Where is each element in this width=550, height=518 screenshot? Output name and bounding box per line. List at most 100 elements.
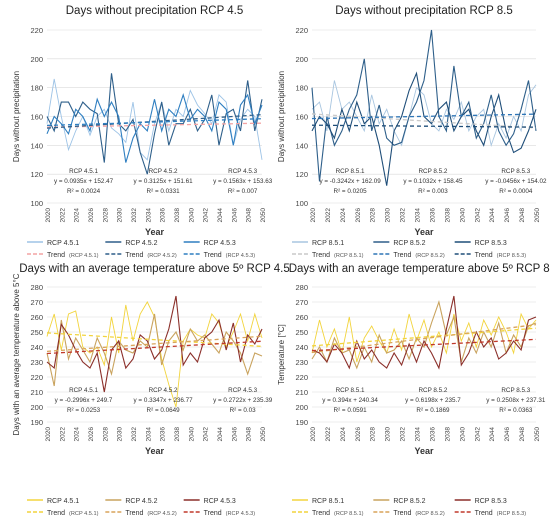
x-tick-label: 2024 [74, 208, 81, 223]
y-tick-label: 240 [30, 343, 43, 352]
x-tick-label: 2026 [355, 427, 362, 442]
legend-item: Trend [393, 510, 411, 517]
annotation-equation: y = -0.0456x + 154.02 [485, 178, 547, 185]
y-tick-label: 270 [295, 298, 308, 307]
x-tick-label: 2020 [45, 208, 52, 223]
annotation-label: RCP 8.5.3 [501, 168, 530, 175]
legend-item-tag: (RCP 4.5.3) [226, 253, 256, 259]
legend-item: Trend [312, 510, 330, 517]
y-tick-label: 200 [295, 403, 308, 412]
x-tick-label: 2050 [260, 208, 267, 223]
x-tick-label: 2046 [231, 208, 238, 223]
y-tick-label: 250 [295, 328, 308, 337]
y-tick-label: 210 [295, 388, 308, 397]
y-tick-label: 190 [30, 418, 43, 427]
annotation-r2: R² = 0.0004 [499, 188, 533, 195]
x-tick-label: 2028 [102, 208, 109, 223]
series-line-rcp-8-5-2 [311, 300, 537, 370]
annotation-equation: y = -0.3242x + 162.09 [319, 178, 381, 185]
x-tick-label: 2034 [415, 208, 422, 223]
y-tick-label: 280 [295, 283, 308, 292]
y-tick-label: 260 [30, 313, 43, 322]
chart-title: Days with an average temperature above 5… [19, 263, 290, 275]
series-line-rcp-4-5-2 [46, 313, 263, 387]
x-tick-label: 2036 [429, 427, 436, 442]
x-tick-label: 2024 [74, 427, 81, 442]
legend-item-tag: (RCP 8.5.3) [497, 253, 527, 259]
x-tick-label: 2040 [459, 208, 466, 223]
y-tick-label: 270 [30, 298, 43, 307]
x-tick-label: 2022 [59, 427, 66, 442]
x-tick-label: 2050 [534, 208, 541, 223]
x-tick-label: 2044 [489, 208, 496, 223]
series-line-rcp-4-5-3 [46, 295, 263, 393]
legend-item: RCP 4.5.2 [125, 240, 157, 247]
annotation-r2: R² = 0.0253 [67, 407, 101, 414]
x-tick-label: 2020 [45, 427, 52, 442]
chart-panel-2: Days without precipitation RCP 8.5 100 120… [277, 5, 547, 259]
y-tick-label: 160 [295, 113, 308, 122]
legend: RCP 8.5.1 RCP 8.5.2 RCP 8.5.3 Trend (RCP 8.5… [292, 240, 526, 259]
annotation-label: RCP 8.5.3 [501, 387, 530, 394]
x-tick-label: 2026 [88, 208, 95, 223]
x-tick-label: 2040 [459, 427, 466, 442]
trend-annotation: RCP 4.5.1 y = 0.0935x + 152.47 R² = 0.0024 [54, 168, 114, 195]
annotation-r2: R² = 0.003 [418, 188, 448, 195]
annotation-equation: y = 0.2508x + 237.31 [486, 397, 546, 404]
series-line-rcp-8-5-2 [311, 29, 537, 182]
legend-item: RCP 4.5.3 [204, 498, 236, 505]
chart-panel-1: Days without precipitation RCP 4.5 100 120… [12, 5, 273, 259]
x-tick-label: 2050 [534, 427, 541, 442]
x-tick-label: 2020 [310, 427, 317, 442]
x-tick-label: 2026 [88, 427, 95, 442]
x-tick-label: 2024 [340, 208, 347, 223]
annotation-label: RCP 4.5.3 [228, 387, 257, 394]
x-tick-label: 2044 [217, 208, 224, 223]
trend-line [46, 113, 263, 129]
y-tick-label: 200 [295, 55, 308, 64]
x-tick-label: 2046 [504, 208, 511, 223]
trend-line [46, 335, 263, 352]
x-tick-label: 2028 [370, 427, 377, 442]
annotation-label: RCP 4.5.3 [228, 168, 257, 175]
x-tick-label: 2030 [385, 427, 392, 442]
legend: RCP 4.5.1 RCP 4.5.2 RCP 4.5.3 Trend (RCP 4.5… [27, 498, 255, 517]
y-tick-label: 180 [295, 84, 308, 93]
legend-item: RCP 8.5.1 [312, 240, 344, 247]
legend-item: RCP 4.5.3 [204, 240, 236, 247]
y-tick-label: 140 [30, 141, 43, 150]
legend-item: Trend [47, 510, 65, 517]
y-tick-label: 160 [30, 113, 43, 122]
y-tick-label: 220 [30, 26, 43, 35]
y-tick-label: 220 [295, 373, 308, 382]
y-axis-label: Days without precipitation [12, 71, 21, 162]
x-tick-label: 2038 [174, 208, 181, 223]
x-tick-label: 2028 [370, 208, 377, 223]
legend-item: RCP 8.5.1 [312, 498, 344, 505]
x-tick-label: 2032 [131, 208, 138, 223]
trend-annotation: RCP 4.5.2 y = 0.3347x + 236.77 R² = 0.0649 [134, 387, 194, 414]
series-line-rcp-8-5-3 [311, 295, 537, 370]
series-line-rcp-8-5-1 [311, 312, 537, 363]
legend-item: Trend [475, 510, 493, 517]
legend-item: Trend [204, 252, 222, 259]
legend-item: Trend [204, 510, 222, 517]
trend-annotation: RCP 4.5.3 y = 0.2722x + 235.39 R² = 0.03 [213, 387, 273, 414]
legend-item: RCP 4.5.1 [47, 498, 79, 505]
annotation-equation: y = 0.1563x + 153.63 [213, 178, 273, 185]
annotation-label: RCP 4.5.2 [149, 168, 178, 175]
x-tick-label: 2030 [385, 208, 392, 223]
trend-line [311, 338, 537, 352]
legend-item: RCP 8.5.3 [475, 498, 507, 505]
trend-line [311, 124, 537, 128]
x-axis-label: Year [414, 227, 434, 237]
x-axis-label: Year [145, 446, 165, 456]
legend-item-tag: (RCP 8.5.2) [415, 253, 445, 259]
annotation-label: RCP 8.5.2 [418, 168, 447, 175]
legend-item-tag: (RCP 8.5.3) [497, 511, 527, 517]
legend-item: RCP 8.5.3 [475, 240, 507, 247]
annotation-equation: y = 0.0935x + 152.47 [54, 178, 114, 185]
x-tick-label: 2026 [355, 208, 362, 223]
legend-item-tag: (RCP 4.5.2) [147, 511, 177, 517]
y-tick-label: 200 [30, 55, 43, 64]
